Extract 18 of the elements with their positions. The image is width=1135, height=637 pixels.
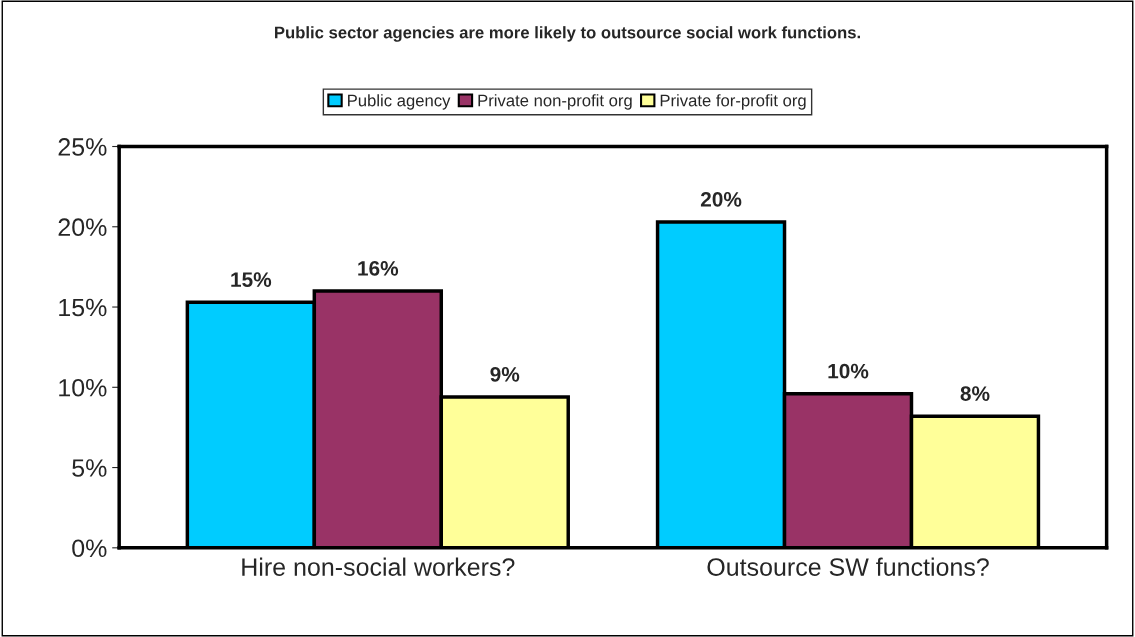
y-tick-label: 25% (58, 138, 107, 156)
chart-title: Public sector agencies are more likely to outsource social work functions. (275, 26, 860, 42)
data-label: 8% (960, 386, 990, 401)
legend-label: Private for-profit org (660, 94, 806, 110)
y-tick-label: 20% (58, 218, 107, 237)
y-tick-label: 5% (72, 459, 107, 477)
data-label: 15% (231, 272, 272, 287)
x-tick-label: Hire non-social workers? (242, 557, 515, 576)
y-tick-label: 0% (72, 539, 107, 558)
data-label: 16% (358, 261, 399, 276)
y-tick-label: 15% (59, 298, 107, 317)
data-label: 20% (700, 191, 742, 207)
legend-label: Private non-profit org (478, 94, 632, 110)
data-label: 10% (828, 363, 869, 379)
y-tick-label: 10% (59, 378, 107, 397)
x-tick-label: Outsource SW functions? (707, 557, 989, 576)
legend-label: Public agency (348, 94, 451, 110)
data-label: 9% (490, 366, 520, 382)
